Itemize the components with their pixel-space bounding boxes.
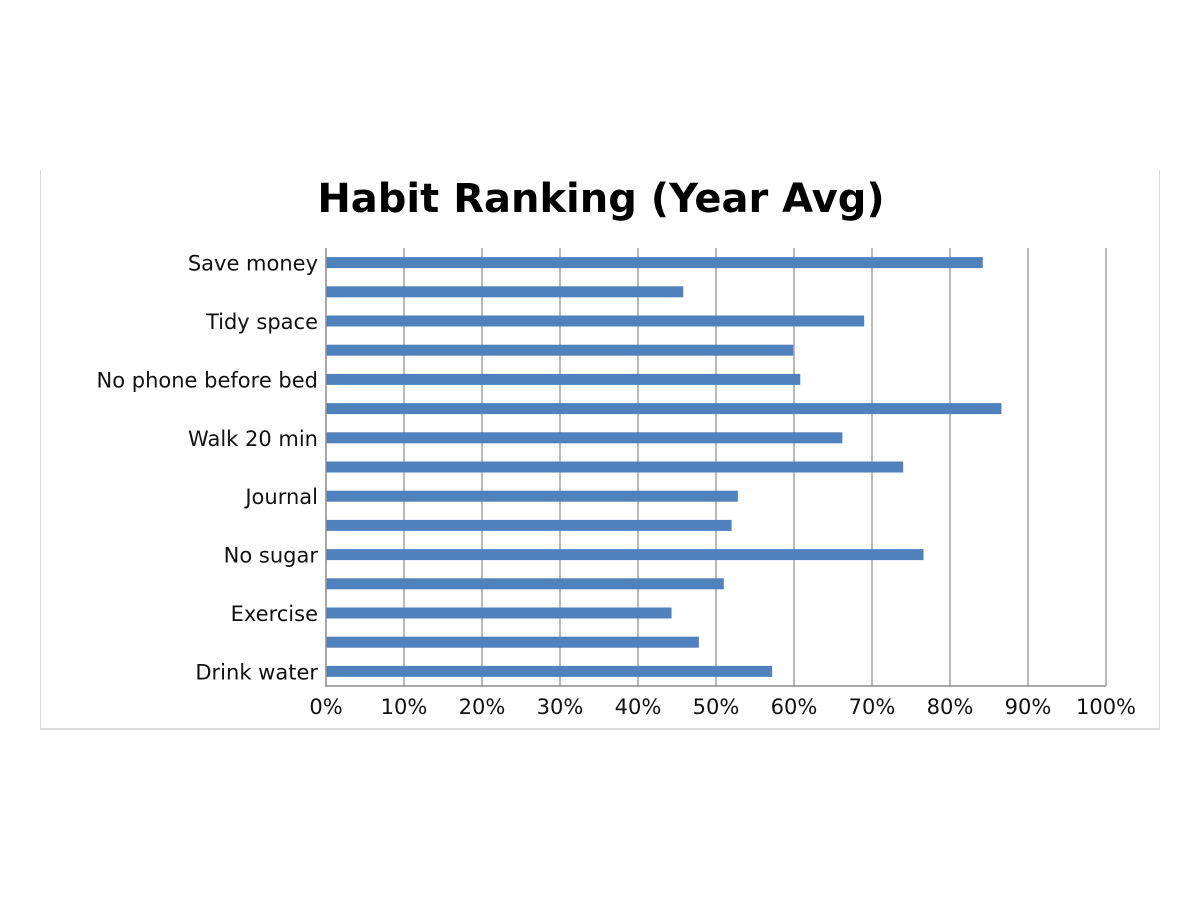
x-tick-label: 70% bbox=[849, 695, 896, 719]
category-label: Tidy space bbox=[205, 310, 318, 334]
category-label: No phone before bed bbox=[97, 368, 318, 392]
x-tick-label: 50% bbox=[693, 695, 740, 719]
x-tick-label: 20% bbox=[459, 695, 506, 719]
x-tick-label: 40% bbox=[615, 695, 662, 719]
bar bbox=[326, 403, 1002, 415]
bar bbox=[326, 665, 773, 677]
bar bbox=[326, 432, 843, 444]
x-tick-label: 90% bbox=[1005, 695, 1052, 719]
x-tick-label: 80% bbox=[927, 695, 974, 719]
x-tick-label: 30% bbox=[537, 695, 584, 719]
x-tick-label: 0% bbox=[309, 695, 342, 719]
bar bbox=[326, 607, 672, 619]
bar bbox=[326, 636, 699, 648]
x-tick-label: 10% bbox=[381, 695, 428, 719]
x-axis-tick-labels: 0% 10% 20% 30% 40% 50% 60% 70% 80% 90% 100% bbox=[309, 695, 1136, 719]
category-label: Journal bbox=[243, 485, 318, 509]
bar bbox=[326, 490, 738, 502]
habit-ranking-chart: Habit Ranking (Year Avg) 0% 10% 20% 30% 40% 5… bbox=[97, 176, 1136, 719]
bar bbox=[326, 578, 724, 590]
axes bbox=[325, 248, 1106, 687]
chart-title: Habit Ranking (Year Avg) bbox=[317, 176, 884, 222]
x-tick-label: 100% bbox=[1076, 695, 1136, 719]
category-label: Save money bbox=[188, 252, 318, 276]
category-labels: Drink water Exercise No sugar Journal Walk 2… bbox=[97, 252, 319, 685]
category-label: Drink water bbox=[195, 660, 318, 684]
bar bbox=[326, 315, 865, 327]
bar bbox=[326, 257, 983, 269]
chart-frame: Habit Ranking (Year Avg) 0% 10% 20% 30% 40% 5… bbox=[40, 170, 1160, 730]
category-label: No sugar bbox=[224, 544, 319, 568]
category-label: Walk 20 min bbox=[188, 427, 318, 451]
bar bbox=[326, 344, 794, 356]
bar bbox=[326, 519, 732, 531]
bar bbox=[326, 549, 924, 561]
bar bbox=[326, 461, 904, 473]
bar bbox=[326, 286, 684, 298]
x-tick-label: 60% bbox=[771, 695, 818, 719]
bars bbox=[326, 257, 1002, 677]
bar bbox=[326, 373, 801, 385]
category-label: Exercise bbox=[231, 602, 318, 626]
